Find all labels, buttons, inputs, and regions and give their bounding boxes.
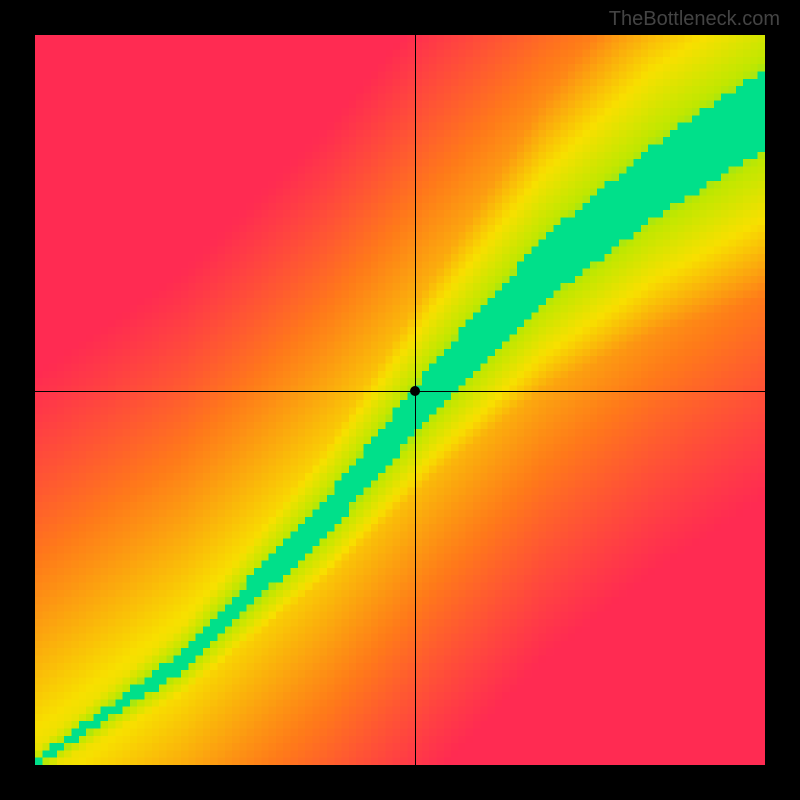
- heatmap-canvas: [35, 35, 765, 765]
- selected-point-marker: [410, 386, 420, 396]
- crosshair-vertical: [415, 35, 416, 765]
- attribution-text: TheBottleneck.com: [609, 8, 780, 31]
- bottleneck-heatmap-plot: [35, 35, 765, 765]
- crosshair-horizontal: [35, 391, 765, 392]
